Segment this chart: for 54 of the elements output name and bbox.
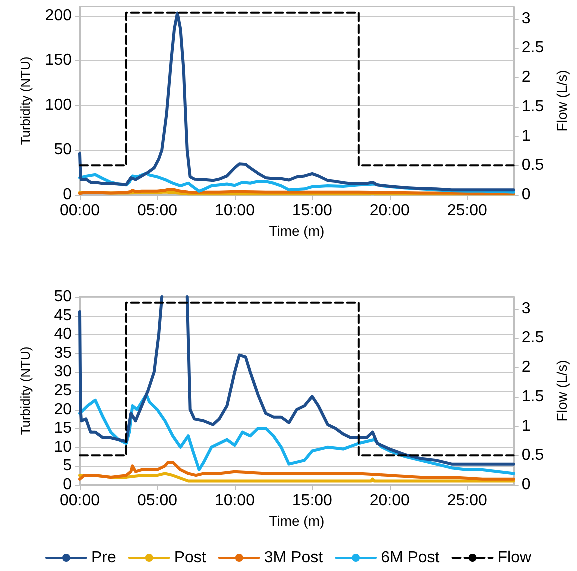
x-tick-label: 15:00	[292, 492, 333, 510]
y-tick-label: 20	[54, 401, 72, 418]
y-tick-label: 0	[63, 186, 72, 204]
y-tick-label: 45	[54, 307, 72, 324]
x-tick-label: 20:00	[370, 492, 410, 510]
x-tick-label: 05:00	[137, 492, 178, 510]
x-tick-label: 10:00	[214, 492, 256, 510]
legend-label: Pre	[91, 550, 116, 566]
x-axis-title: Time (m)	[269, 222, 325, 239]
y-tick-label: 35	[54, 344, 72, 362]
y-tick-label: 40	[54, 326, 72, 344]
y2-tick-label: 1.5	[522, 388, 544, 406]
line-series	[78, 460, 516, 481]
y2-axis-title: Flow (L/s)	[554, 360, 570, 422]
y2-tick-label: 2	[522, 69, 531, 86]
y2-tick-label: 1	[522, 128, 531, 145]
y2-tick-label: 2.5	[522, 330, 544, 347]
legend-label: Post	[174, 550, 207, 566]
x-tick-label: 25:00	[447, 492, 488, 510]
x-tick-label: 20:00	[370, 202, 410, 220]
y-tick-label: 5	[63, 458, 72, 475]
y-tick-label: 150	[45, 52, 72, 70]
y-tick-label: 30	[54, 364, 72, 381]
y2-tick-label: 0.5	[522, 157, 544, 174]
y-tick-label: 15	[54, 420, 72, 438]
y-tick-label: 25	[54, 382, 72, 400]
x-tick-label: 00:00	[60, 202, 100, 220]
y2-tick-label: 3	[522, 300, 531, 318]
legend-label: Flow	[498, 550, 532, 566]
x-tick-label: 10:00	[214, 202, 256, 220]
y-axis-title: Turbidity (NTU)	[18, 346, 33, 436]
x-tick-label: 05:00	[137, 202, 178, 220]
y2-tick-label: 0	[522, 476, 531, 494]
legend-label: 3M Post	[264, 550, 324, 566]
x-tick-label: 00:00	[60, 492, 100, 510]
x-tick-label: 25:00	[447, 202, 488, 220]
y2-axis-title: Flow (L/s)	[554, 70, 570, 132]
y2-tick-label: 0	[522, 186, 531, 204]
y-tick-label: 10	[54, 438, 72, 456]
x-axis-title: Time (m)	[269, 512, 325, 529]
y-axis-title: Turbidity (NTU)	[18, 56, 33, 146]
y-tick-label: 100	[45, 96, 72, 114]
y2-tick-label: 1.5	[522, 98, 544, 116]
y2-tick-label: 2.5	[522, 40, 544, 57]
y2-tick-label: 1	[522, 418, 531, 435]
y-tick-label: 0	[63, 476, 72, 494]
y-tick-label: 50	[54, 288, 72, 306]
y2-tick-label: 0.5	[522, 447, 544, 464]
y2-tick-label: 2	[522, 359, 531, 376]
y-tick-label: 200	[45, 7, 72, 24]
y-tick-label: 50	[54, 142, 72, 159]
x-tick-label: 15:00	[292, 202, 333, 220]
y2-tick-label: 3	[522, 10, 531, 28]
legend-label: 6M Post	[381, 550, 440, 566]
